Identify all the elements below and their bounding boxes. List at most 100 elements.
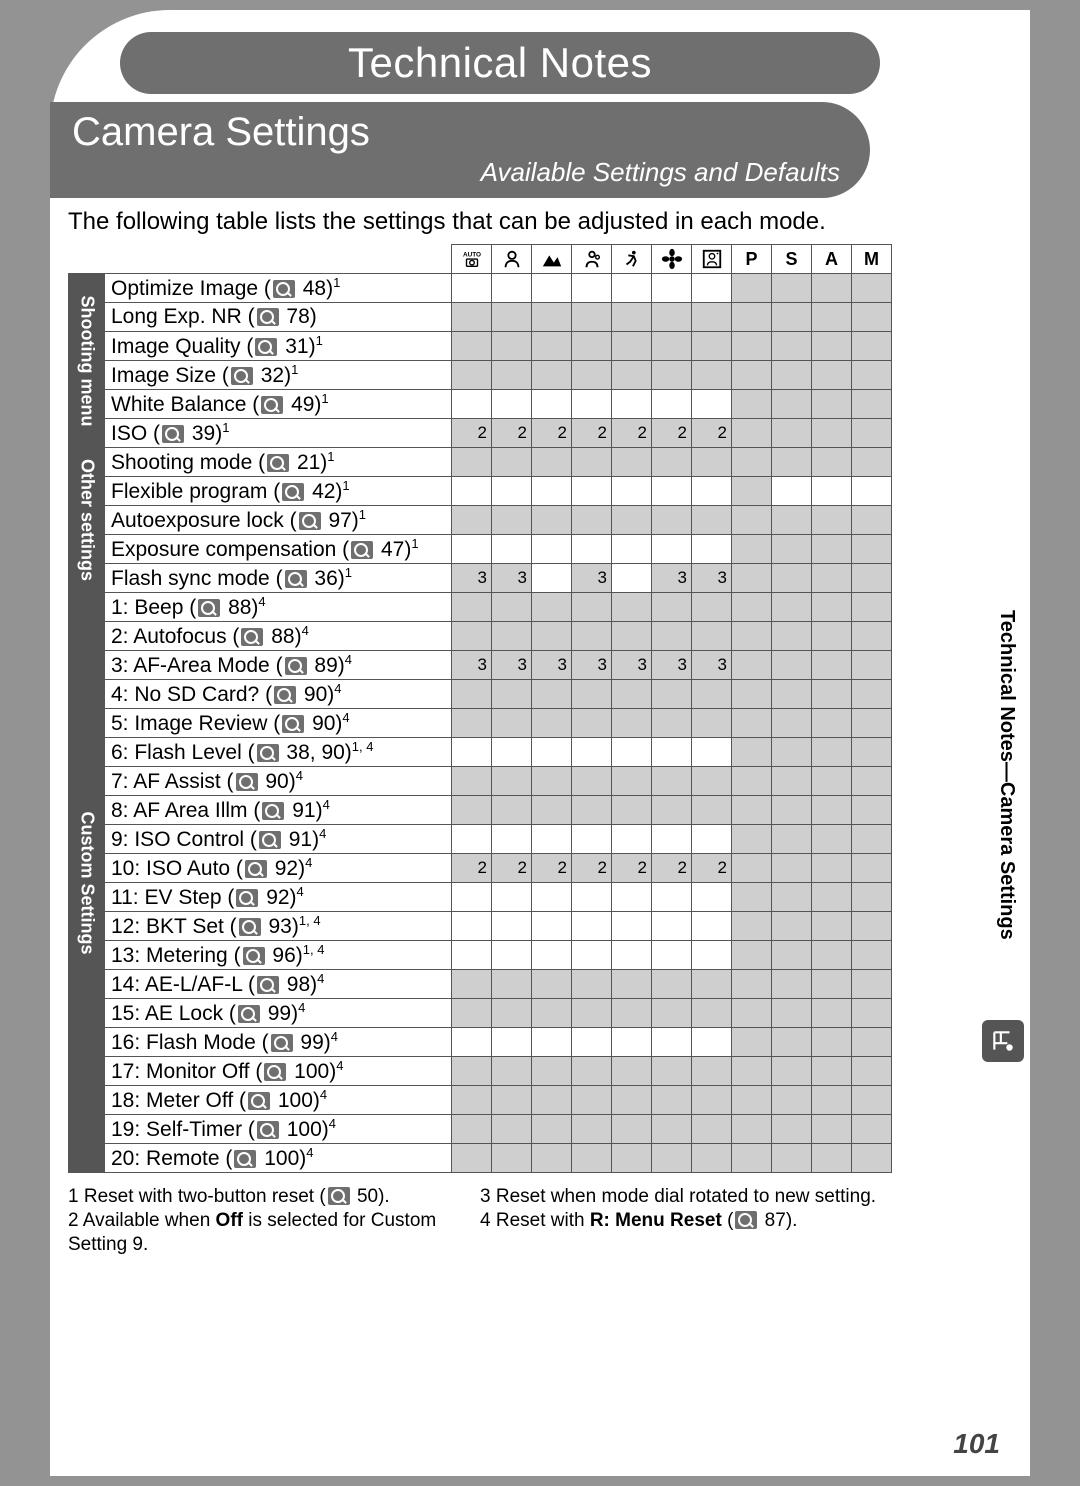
mode-cell <box>852 535 892 564</box>
mode-cell <box>852 506 892 535</box>
mode-cell <box>612 912 652 941</box>
setting-label: Image Size ( 32)1 <box>105 361 452 390</box>
page-ref-icon <box>299 512 321 530</box>
setting-label: 4: No SD Card? ( 90)4 <box>105 680 452 709</box>
mode-cell <box>772 1057 812 1086</box>
mode-cell <box>612 622 652 651</box>
mode-cell: 2 <box>652 854 692 883</box>
mode-cell <box>732 709 772 738</box>
mode-cell <box>572 796 612 825</box>
mode-cell <box>732 854 772 883</box>
mode-cell <box>652 883 692 912</box>
mode-col-sports <box>612 245 652 274</box>
mode-cell <box>812 274 852 303</box>
mode-cell <box>732 1057 772 1086</box>
page-ref-icon <box>245 860 267 878</box>
mode-cell <box>612 709 652 738</box>
page-ref-icon <box>282 483 304 501</box>
mode-cell <box>532 999 572 1028</box>
mode-col-closeup <box>652 245 692 274</box>
mode-cell <box>772 1144 812 1173</box>
setting-label: Image Quality ( 31)1 <box>105 332 452 361</box>
mode-cell <box>732 506 772 535</box>
section-side-label: Custom Settings <box>69 593 105 1173</box>
mode-cell <box>772 709 812 738</box>
page-ref-icon <box>238 1005 260 1023</box>
mode-cell <box>612 274 652 303</box>
mode-cell <box>452 622 492 651</box>
intro-text: The following table lists the settings t… <box>68 208 826 236</box>
table-row: 4: No SD Card? ( 90)4 <box>69 680 892 709</box>
mode-cell <box>652 622 692 651</box>
mode-cell <box>852 912 892 941</box>
mode-cell <box>572 825 612 854</box>
mode-cell <box>772 303 812 332</box>
mode-cell <box>772 883 812 912</box>
mode-col-night <box>692 245 732 274</box>
mode-cell <box>812 970 852 999</box>
table-row: 12: BKT Set ( 93)1, 4 <box>69 912 892 941</box>
mode-cell <box>772 361 812 390</box>
mode-cell <box>652 1144 692 1173</box>
mode-cell <box>532 448 572 477</box>
setting-label: 13: Metering ( 96)1, 4 <box>105 941 452 970</box>
mode-cell <box>772 1028 812 1057</box>
mode-cell <box>812 419 852 448</box>
mode-cell <box>452 767 492 796</box>
mode-cell: 3 <box>572 564 612 593</box>
page-ref-icon <box>328 1187 350 1205</box>
mode-cell <box>852 564 892 593</box>
table-row: Custom Settings1: Beep ( 88)4 <box>69 593 892 622</box>
mode-cell <box>532 680 572 709</box>
mode-cell <box>572 680 612 709</box>
mode-cell <box>452 448 492 477</box>
table-row: 19: Self-Timer ( 100)4 <box>69 1115 892 1144</box>
mode-cell <box>732 303 772 332</box>
mode-cell <box>772 854 812 883</box>
mode-cell <box>692 361 732 390</box>
mode-cell <box>612 1115 652 1144</box>
mode-cell <box>612 680 652 709</box>
mode-cell <box>772 970 812 999</box>
mode-cell <box>692 390 732 419</box>
mode-cell <box>572 883 612 912</box>
mode-cell <box>452 680 492 709</box>
mode-cell <box>572 622 612 651</box>
mode-cell <box>692 912 732 941</box>
mode-cell <box>732 941 772 970</box>
mode-cell <box>492 796 532 825</box>
mode-cell <box>692 1057 732 1086</box>
mode-cell <box>452 390 492 419</box>
mode-cell <box>572 912 612 941</box>
mode-cell <box>532 390 572 419</box>
mode-cell <box>572 332 612 361</box>
mode-cell <box>772 796 812 825</box>
mode-cell: 2 <box>572 419 612 448</box>
mode-cell <box>812 941 852 970</box>
mode-cell <box>492 448 532 477</box>
mode-cell: 2 <box>572 854 612 883</box>
mode-cell <box>452 361 492 390</box>
mode-cell <box>692 883 732 912</box>
mode-cell <box>812 738 852 767</box>
mode-cell <box>852 1057 892 1086</box>
mode-cell <box>492 1057 532 1086</box>
mode-cell <box>812 651 852 680</box>
page-ref-icon <box>264 1063 286 1081</box>
mode-cell <box>652 1086 692 1115</box>
mode-cell <box>532 796 572 825</box>
mode-col-a: A <box>812 245 852 274</box>
mode-cell: 2 <box>532 419 572 448</box>
mode-cell <box>452 883 492 912</box>
mode-cell <box>572 506 612 535</box>
mode-cell <box>572 767 612 796</box>
page-ref-icon <box>162 425 184 443</box>
table-row: Autoexposure lock ( 97)1 <box>69 506 892 535</box>
mode-cell <box>532 593 572 622</box>
mode-cell: 3 <box>692 564 732 593</box>
mode-cell <box>492 506 532 535</box>
mode-cell <box>612 332 652 361</box>
page-ref-icon <box>271 1034 293 1052</box>
chapter-title-pill: Technical Notes <box>120 32 880 94</box>
page-ref-icon <box>267 454 289 472</box>
